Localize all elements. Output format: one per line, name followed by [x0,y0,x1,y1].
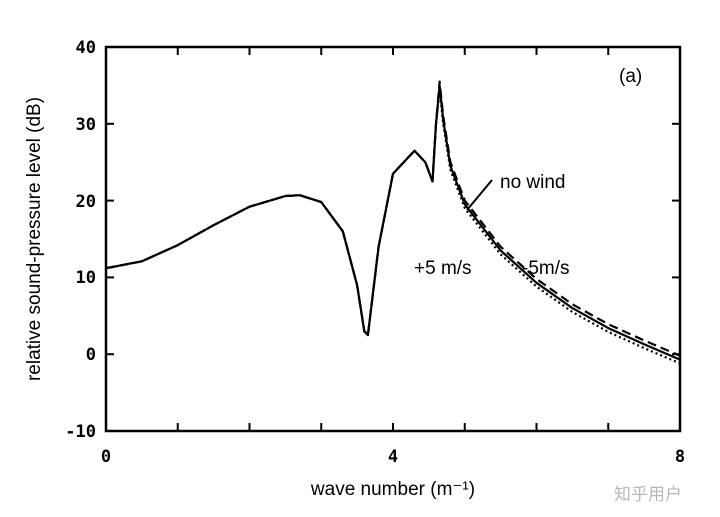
plot-frame [104,45,682,433]
series-line--5m-s [105,88,681,365]
y-tick-label: 20 [76,192,96,212]
series-line-no-wind [105,84,681,361]
y-tick-label: 40 [76,38,96,58]
y-tick-label: 30 [76,115,96,135]
y-axis-label: relative sound-pressure level (dB) [24,97,45,381]
x-tick-label: 0 [101,447,111,467]
annotation-pointer [466,179,493,211]
y-tick-label: -10 [65,422,96,442]
annotation-no-wind: no wind [500,172,566,193]
watermark: 知乎用户 [614,485,682,504]
annotation-plus-5: +5 m/s [414,258,472,279]
y-tick-label: 0 [86,345,96,365]
y-tick-label: 10 [76,268,96,288]
series-line--5-m-s [105,80,681,357]
panel-label: (a) [619,66,642,87]
series-layer [105,80,681,365]
x-tick-label: 8 [675,447,685,467]
x-axis-label: wave number (m⁻¹) [310,479,475,500]
axis-ticks [105,46,681,432]
x-tick-label: 4 [388,447,398,467]
annotation-minus-5: -5m/s [522,258,570,279]
